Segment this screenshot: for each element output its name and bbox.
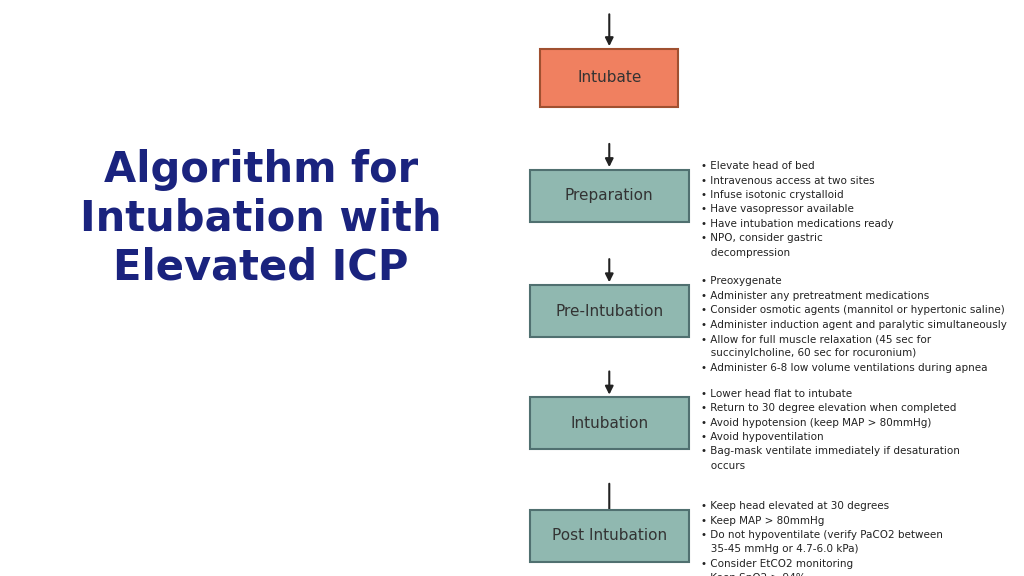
Text: • Elevate head of bed
• Intravenous access at two sites
• Infuse isotonic crysta: • Elevate head of bed • Intravenous acce… (701, 161, 894, 257)
Text: Post Intubation: Post Intubation (552, 528, 667, 543)
FancyBboxPatch shape (530, 510, 688, 562)
FancyBboxPatch shape (530, 170, 688, 222)
Text: • Keep head elevated at 30 degrees
• Keep MAP > 80mmHg
• Do not hypoventilate (v: • Keep head elevated at 30 degrees • Kee… (701, 501, 943, 576)
Text: • Lower head flat to intubate
• Return to 30 degree elevation when completed
• A: • Lower head flat to intubate • Return t… (701, 389, 961, 471)
Text: Preparation: Preparation (565, 188, 653, 203)
Text: Pre-Intubation: Pre-Intubation (555, 304, 664, 319)
FancyBboxPatch shape (530, 285, 688, 337)
Text: Algorithm for
Intubation with
Elevated ICP: Algorithm for Intubation with Elevated I… (80, 149, 442, 289)
FancyBboxPatch shape (530, 397, 688, 449)
Text: • Preoxygenate
• Administer any pretreatment medications
• Consider osmotic agen: • Preoxygenate • Administer any pretreat… (701, 276, 1008, 373)
Text: Intubation: Intubation (570, 416, 648, 431)
FancyBboxPatch shape (541, 49, 678, 107)
Text: Intubate: Intubate (578, 70, 641, 85)
